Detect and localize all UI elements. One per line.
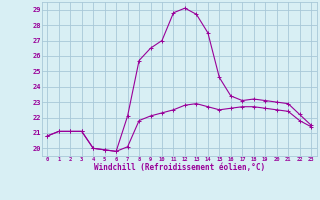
X-axis label: Windchill (Refroidissement éolien,°C): Windchill (Refroidissement éolien,°C) <box>94 163 265 172</box>
